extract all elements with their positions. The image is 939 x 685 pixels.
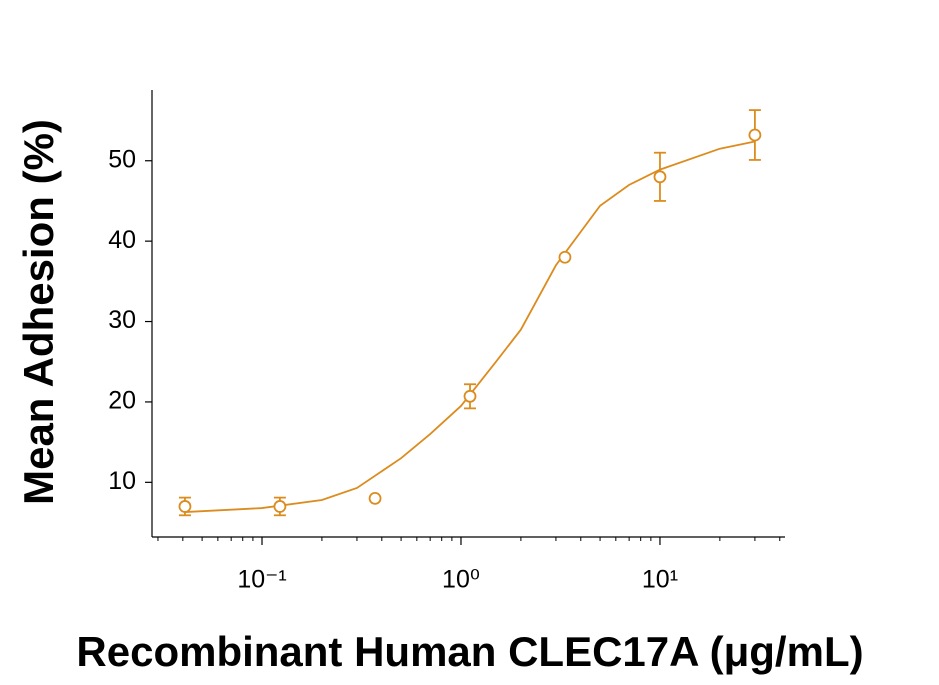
- y-tick-label: 10: [108, 467, 136, 495]
- data-point: [178, 500, 192, 513]
- fit-curve: [184, 140, 756, 513]
- y-tick-label: 40: [108, 226, 136, 254]
- data-point: [653, 170, 667, 184]
- data-point: [463, 389, 477, 403]
- y-tick-label: 20: [108, 387, 136, 415]
- x-tick-label: 10¹: [642, 566, 678, 594]
- y-tick-label: 30: [108, 306, 136, 334]
- data-point: [558, 250, 572, 264]
- x-tick-label: 10⁰: [442, 566, 480, 594]
- data-point: [273, 500, 287, 513]
- y-tick-label: 50: [108, 145, 136, 173]
- x-tick-label: 10⁻¹: [237, 566, 286, 594]
- x-axis-title: Recombinant Human CLEC17A (μg/mL): [76, 628, 863, 675]
- y-axis-title: Mean Adhesion (%): [15, 119, 62, 505]
- data-point: [748, 128, 762, 142]
- data-point: [368, 492, 382, 505]
